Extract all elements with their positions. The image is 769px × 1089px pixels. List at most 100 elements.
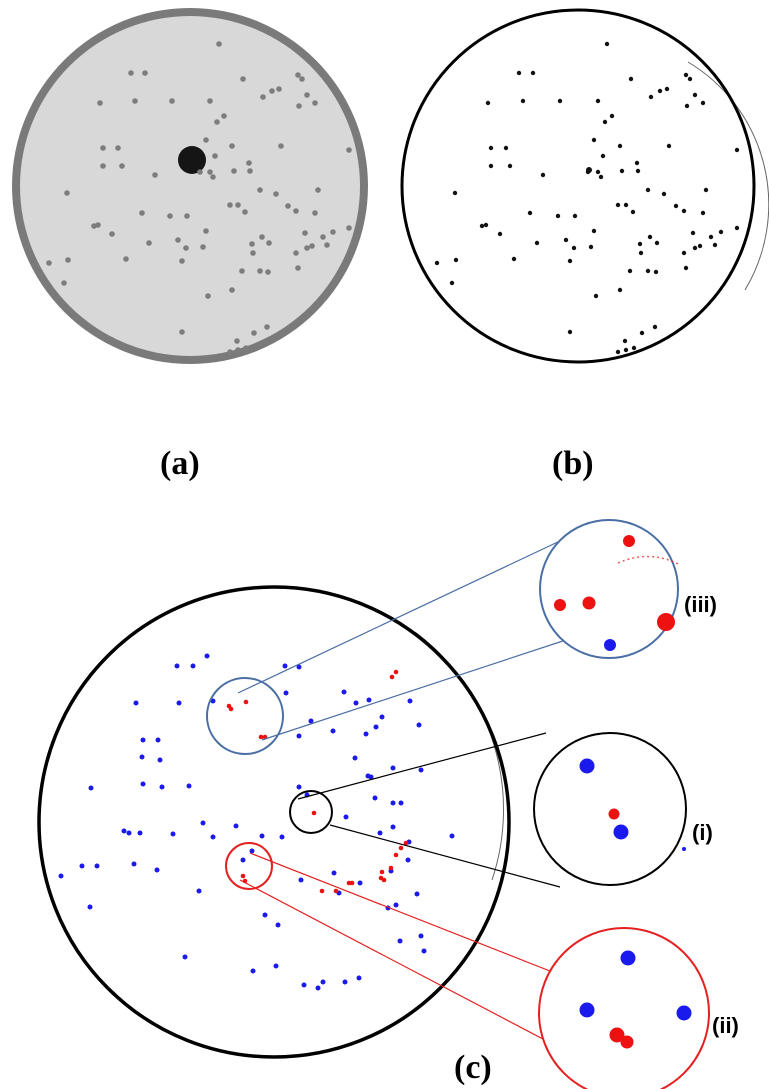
colony-gray xyxy=(265,269,271,275)
colony-gray xyxy=(312,100,318,106)
colony-gray xyxy=(295,265,301,271)
colony-blue xyxy=(200,820,206,826)
colony-blue xyxy=(682,847,686,851)
colony-blue xyxy=(159,784,165,790)
colony-blue xyxy=(676,1005,692,1021)
colony-black xyxy=(483,222,489,228)
colony-black xyxy=(631,345,637,351)
colony-blue xyxy=(88,785,94,791)
colony-red xyxy=(582,596,596,610)
colony-blue xyxy=(418,933,424,939)
colony-gray xyxy=(250,250,256,256)
colony-red xyxy=(398,845,404,851)
colony-gray xyxy=(203,137,209,143)
colony-black xyxy=(700,210,706,216)
colony-gray xyxy=(239,268,245,274)
zoom-label-ii: (ii) xyxy=(712,1013,739,1038)
colony-gray xyxy=(264,324,270,330)
colony-gray xyxy=(276,86,282,92)
connector-i-bottom xyxy=(329,824,561,888)
colony-blue xyxy=(296,784,302,790)
panel-c-classified-plate: (iii) (i) (ii) xyxy=(37,519,739,1089)
colony-blue xyxy=(620,950,636,966)
colony-blue xyxy=(356,975,362,981)
zoom-circle-ii xyxy=(538,927,710,1089)
colony-black xyxy=(622,338,628,344)
plate-b-outline xyxy=(400,8,756,364)
colony-gray xyxy=(242,209,248,215)
plate-b-colonies xyxy=(434,41,740,355)
colony-black xyxy=(488,163,494,169)
colony-gray xyxy=(304,245,310,251)
colony-black xyxy=(703,187,709,193)
colony-gray xyxy=(229,287,235,293)
colony-red xyxy=(657,613,675,631)
colony-gray xyxy=(251,330,257,336)
colony-black xyxy=(700,100,706,106)
colony-blue xyxy=(352,755,358,761)
colony-blue xyxy=(140,737,146,743)
colony-black xyxy=(666,143,672,149)
colony-black xyxy=(434,260,440,266)
colony-blue xyxy=(342,979,348,985)
colony-blue xyxy=(249,848,255,854)
colony-red xyxy=(240,873,246,879)
zoom-label-iii: (iii) xyxy=(684,592,717,617)
colony-blue xyxy=(390,800,396,806)
colony-gray xyxy=(128,70,134,76)
colony-gray xyxy=(46,260,52,266)
colony-blue xyxy=(131,861,137,867)
colony-gray xyxy=(260,94,266,100)
connector-iii-top xyxy=(237,539,563,694)
colony-red xyxy=(319,888,325,894)
colony-blue xyxy=(126,830,132,836)
colony-gray xyxy=(266,240,272,246)
colony-gray xyxy=(65,257,71,263)
colony-black xyxy=(657,88,663,94)
colony-black xyxy=(567,258,573,264)
colony-blue xyxy=(210,834,216,840)
colony-gray xyxy=(210,174,216,180)
colony-blue xyxy=(390,765,396,771)
zoom-circle-i xyxy=(533,732,687,886)
plate-a-colonies xyxy=(46,41,352,355)
colony-blue xyxy=(279,834,285,840)
colony-gray xyxy=(179,258,185,264)
colony-black xyxy=(734,225,740,231)
colony-black xyxy=(615,202,621,208)
panel-label-c: (c) xyxy=(454,1049,492,1086)
colony-black xyxy=(628,76,634,82)
colony-black xyxy=(645,268,651,274)
panel-a-petri-dish-photo xyxy=(12,8,368,364)
colony-gray xyxy=(269,88,275,94)
colony-gray xyxy=(205,293,211,299)
colony-gray xyxy=(257,187,263,193)
colony-red xyxy=(554,599,566,611)
plate-c-colonies xyxy=(58,653,455,991)
colony-black xyxy=(563,237,569,243)
colony-black xyxy=(648,94,654,100)
panel-label-b: (b) xyxy=(552,445,594,482)
colony-gray xyxy=(249,241,255,247)
colony-black xyxy=(609,113,615,119)
colony-blue xyxy=(372,795,378,801)
colony-blue xyxy=(233,823,239,829)
colony-blue xyxy=(397,938,403,944)
colony-gray xyxy=(61,280,67,286)
colony-blue xyxy=(157,757,163,763)
colony-blue xyxy=(174,663,180,669)
colony-gray xyxy=(64,190,70,196)
colony-black xyxy=(591,137,597,143)
colony-red xyxy=(393,669,399,675)
colony-blue xyxy=(405,857,411,863)
panel-label-a: (a) xyxy=(160,445,200,482)
colony-gray xyxy=(207,98,213,104)
connector-iii-bottom xyxy=(261,636,576,741)
colony-gray xyxy=(312,210,318,216)
colony-black xyxy=(708,234,714,240)
colony-black xyxy=(664,86,670,92)
colony-blue xyxy=(373,724,379,730)
colony-gray xyxy=(152,172,158,178)
colony-black xyxy=(630,209,636,215)
colony-blue xyxy=(196,888,202,894)
